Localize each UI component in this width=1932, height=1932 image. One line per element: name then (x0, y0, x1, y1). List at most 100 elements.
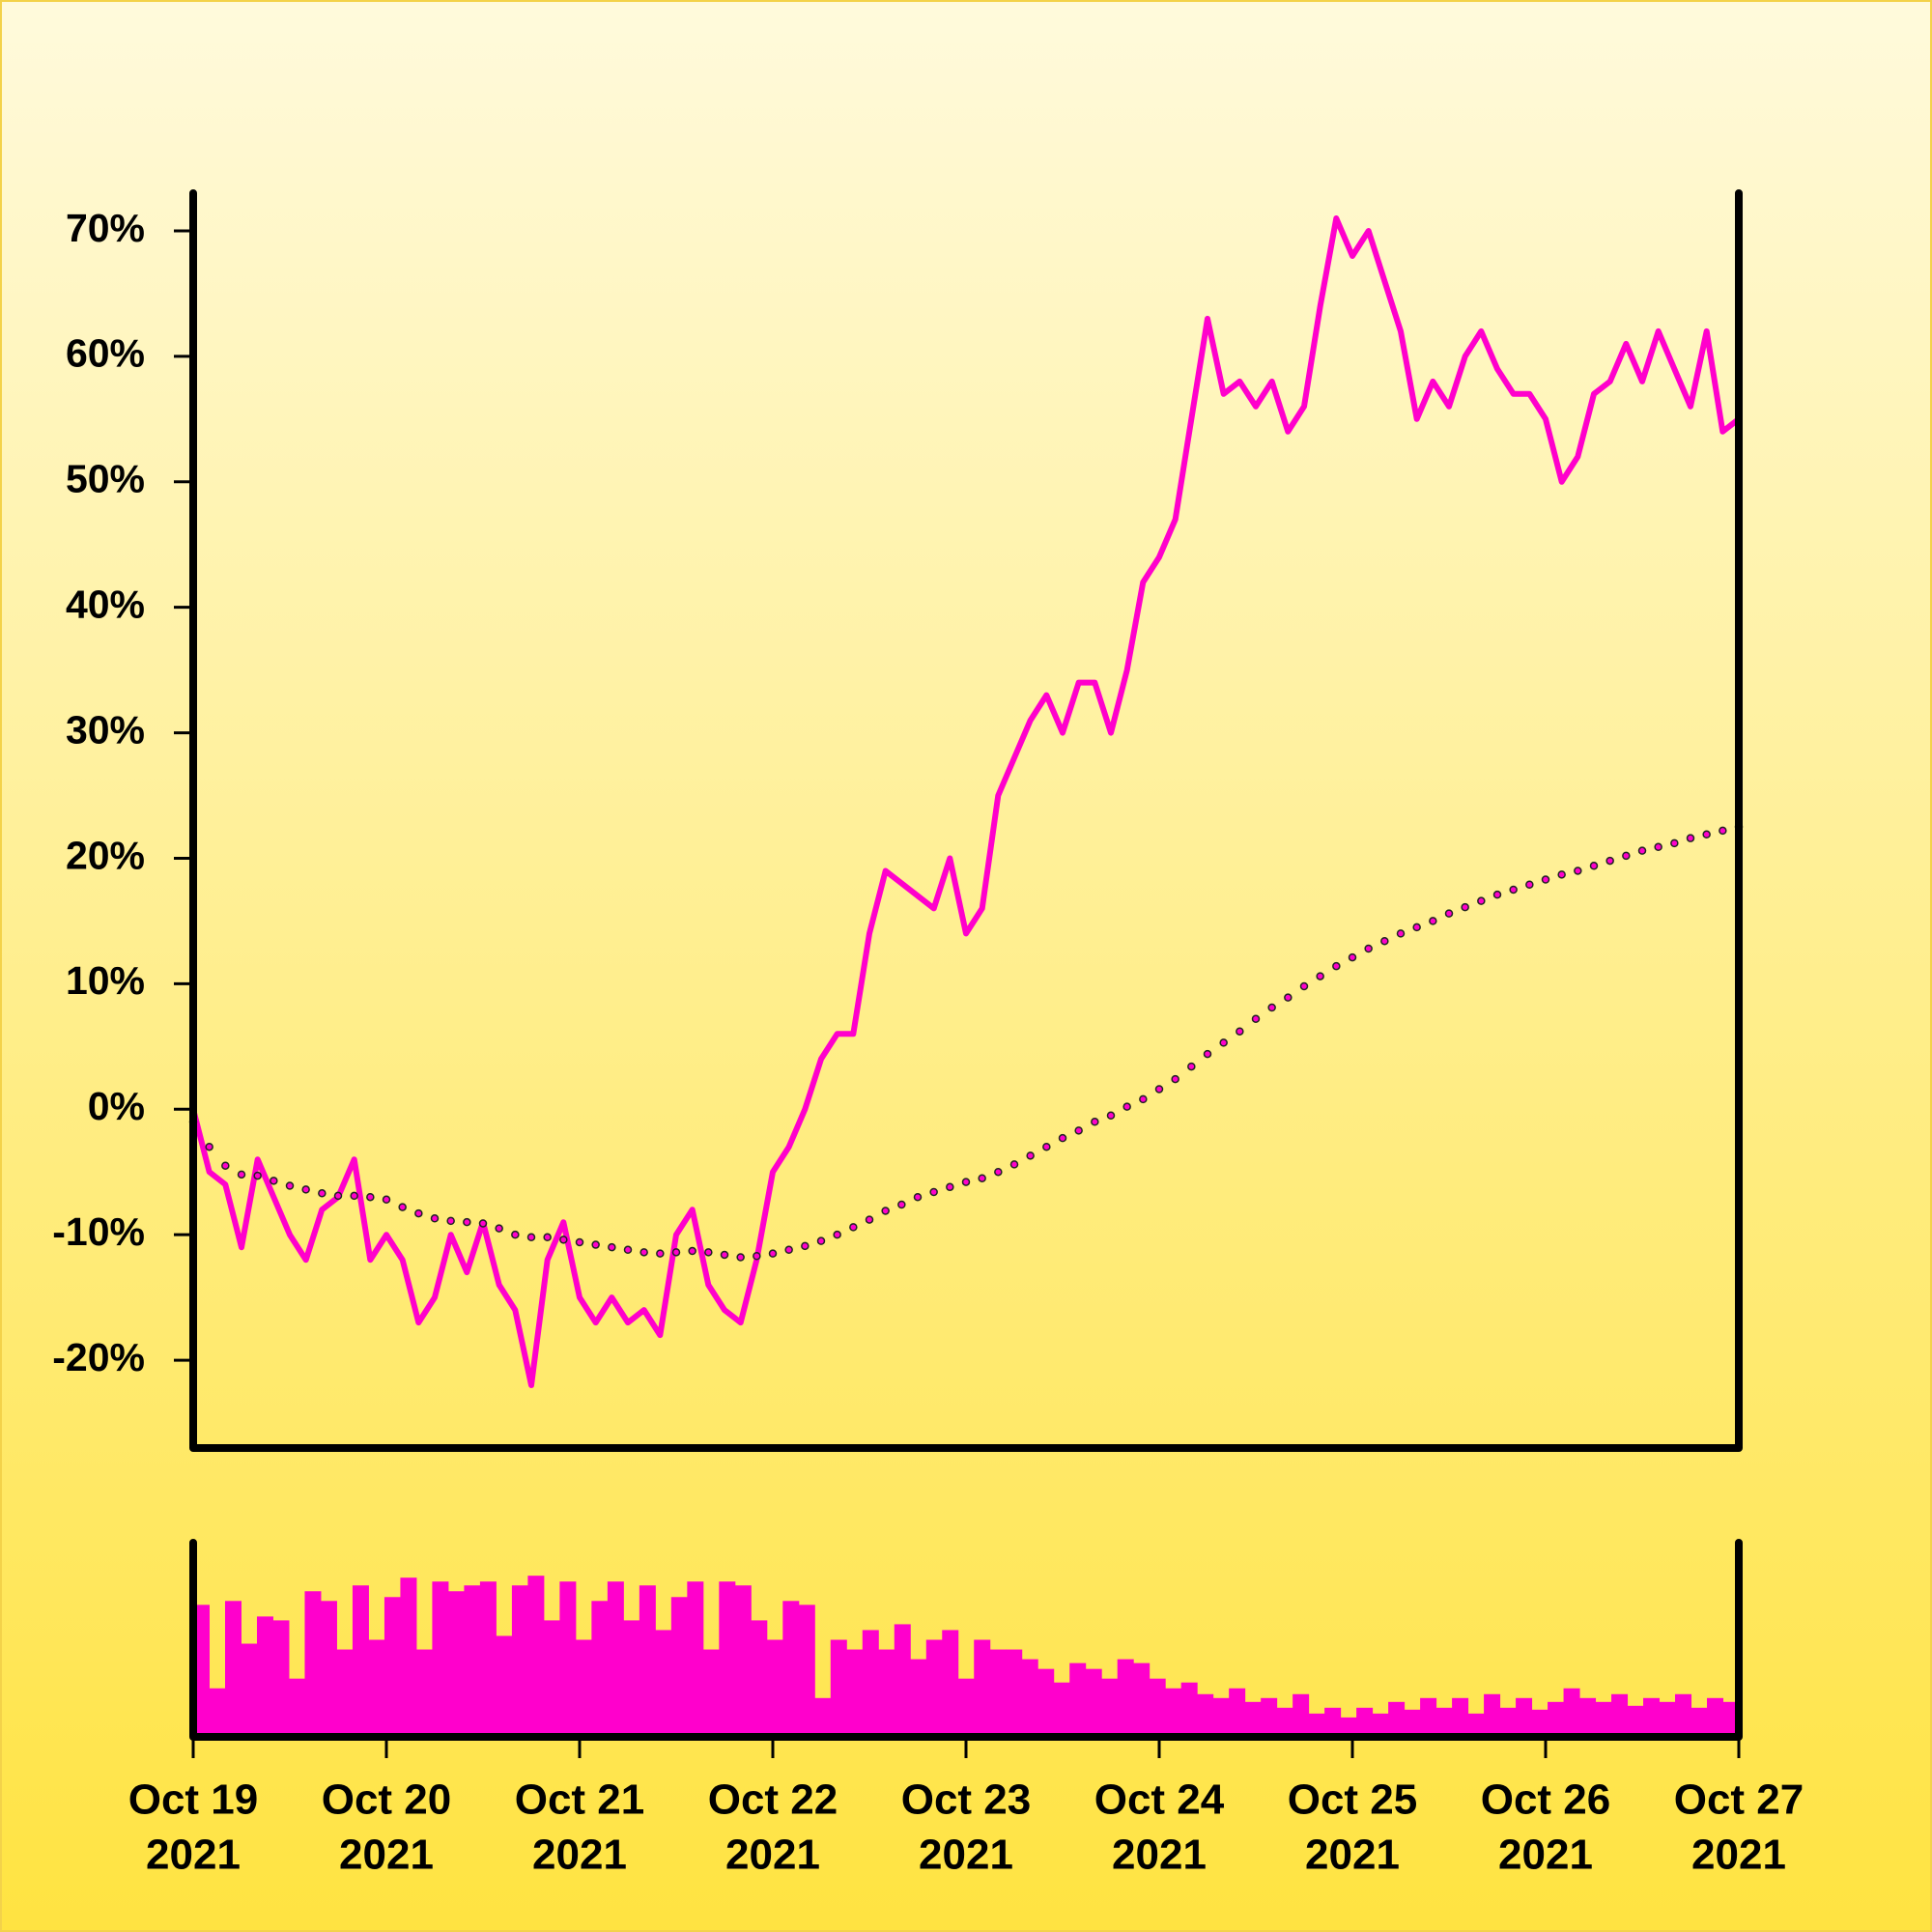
average-dot (221, 1161, 230, 1170)
volume-bar (751, 1620, 768, 1737)
average-dot (333, 1191, 343, 1201)
y-tick-label: 70% (66, 206, 145, 250)
average-dot (1171, 1074, 1179, 1084)
average-dot (1574, 867, 1582, 875)
volume-bar (1212, 1697, 1230, 1737)
volume-bar (352, 1585, 369, 1737)
volume-bar (1611, 1693, 1629, 1737)
average-dot (1042, 1142, 1051, 1151)
volume-bar (320, 1601, 337, 1737)
volume-bar (687, 1581, 704, 1737)
average-dot (994, 1167, 1003, 1177)
average-dot (1477, 896, 1486, 905)
x-tick-label: Oct 22 (708, 1776, 838, 1824)
volume-bar (623, 1620, 640, 1737)
volume-bar (1659, 1701, 1676, 1737)
volume-bar (1053, 1682, 1070, 1737)
average-dot (1380, 936, 1389, 946)
average-dot (1702, 830, 1711, 839)
price-line (190, 215, 1741, 1388)
volume-bar (719, 1581, 736, 1737)
average-dot (881, 1207, 890, 1215)
x-tick-label-year: 2021 (1112, 1832, 1207, 1879)
average-dot (865, 1215, 874, 1224)
volume-bar (241, 1643, 258, 1737)
average-dot (1058, 1133, 1067, 1143)
average-dot (205, 1142, 213, 1151)
volume-bar (798, 1605, 815, 1737)
average-dot (816, 1236, 826, 1245)
volume-bar (1261, 1697, 1278, 1737)
average-dot (704, 1248, 713, 1257)
volume-bar (272, 1620, 290, 1737)
volume-bar (1149, 1678, 1166, 1737)
y-tick-label: 10% (66, 958, 145, 1003)
volume-bar (209, 1688, 226, 1737)
volume-bar (496, 1635, 513, 1737)
average-dot (237, 1170, 246, 1179)
average-dot (366, 1192, 375, 1202)
volume-bar (1085, 1668, 1102, 1737)
average-dot (1316, 972, 1324, 980)
volume-bar (1531, 1709, 1548, 1737)
volume-bar (878, 1649, 895, 1737)
average-dot (978, 1174, 986, 1182)
x-tick-label-year: 2021 (1498, 1832, 1593, 1879)
average-dot (1236, 1027, 1244, 1036)
average-dot (301, 1185, 310, 1194)
average-dot (511, 1230, 520, 1239)
volume-bar (368, 1639, 385, 1737)
average-dot (1009, 1160, 1019, 1169)
volume-bar (511, 1585, 528, 1737)
x-tick-label-year: 2021 (919, 1832, 1013, 1879)
volume-bar (1308, 1713, 1325, 1737)
average-dot (1589, 862, 1599, 870)
average-dot (1122, 1102, 1131, 1111)
volume-bar (1276, 1707, 1293, 1737)
volume-bar (1180, 1682, 1198, 1737)
y-tick-label: -10% (52, 1209, 145, 1254)
volume-bar (1643, 1697, 1661, 1737)
average-dot (929, 1187, 938, 1197)
average-dot (849, 1223, 858, 1232)
average-dot (285, 1181, 295, 1190)
x-tick-label-year: 2021 (725, 1832, 820, 1879)
volume-bar (1372, 1713, 1389, 1737)
volume-bar (447, 1591, 465, 1737)
volume-bar (942, 1630, 959, 1737)
y-tick-label: 30% (66, 707, 145, 752)
average-dot (833, 1230, 841, 1239)
average-dot (1091, 1118, 1099, 1126)
average-dot (1396, 929, 1406, 938)
volume-bar (830, 1639, 847, 1737)
volume-bar (1548, 1701, 1565, 1737)
volume-bar (400, 1577, 417, 1737)
average-dot (784, 1245, 793, 1255)
average-dot (1203, 1049, 1212, 1059)
volume-bar (527, 1576, 545, 1737)
y-tick-label: 40% (66, 582, 145, 626)
volume-bar (1037, 1668, 1055, 1737)
x-tick-label: Oct 21 (515, 1776, 645, 1824)
average-dot (559, 1236, 568, 1244)
volume-bar (575, 1639, 592, 1737)
average-dot (1654, 842, 1662, 852)
average-dot (1444, 909, 1454, 918)
average-dot (1251, 1014, 1261, 1023)
volume-bar (193, 1605, 210, 1737)
average-dot (1525, 880, 1534, 889)
volume-bar (1675, 1693, 1692, 1737)
average-dot (591, 1240, 600, 1249)
average-dot (753, 1252, 761, 1261)
volume-bar (543, 1620, 560, 1737)
x-tick-label: Oct 25 (1288, 1776, 1418, 1824)
average-dot (1219, 1038, 1228, 1047)
volume-bar (766, 1639, 783, 1737)
average-dot (1670, 838, 1679, 848)
volume-bar (288, 1678, 305, 1737)
average-dot (1622, 851, 1631, 861)
average-dot (478, 1219, 488, 1228)
average-dot (1492, 890, 1502, 899)
volume-bar (607, 1581, 624, 1737)
